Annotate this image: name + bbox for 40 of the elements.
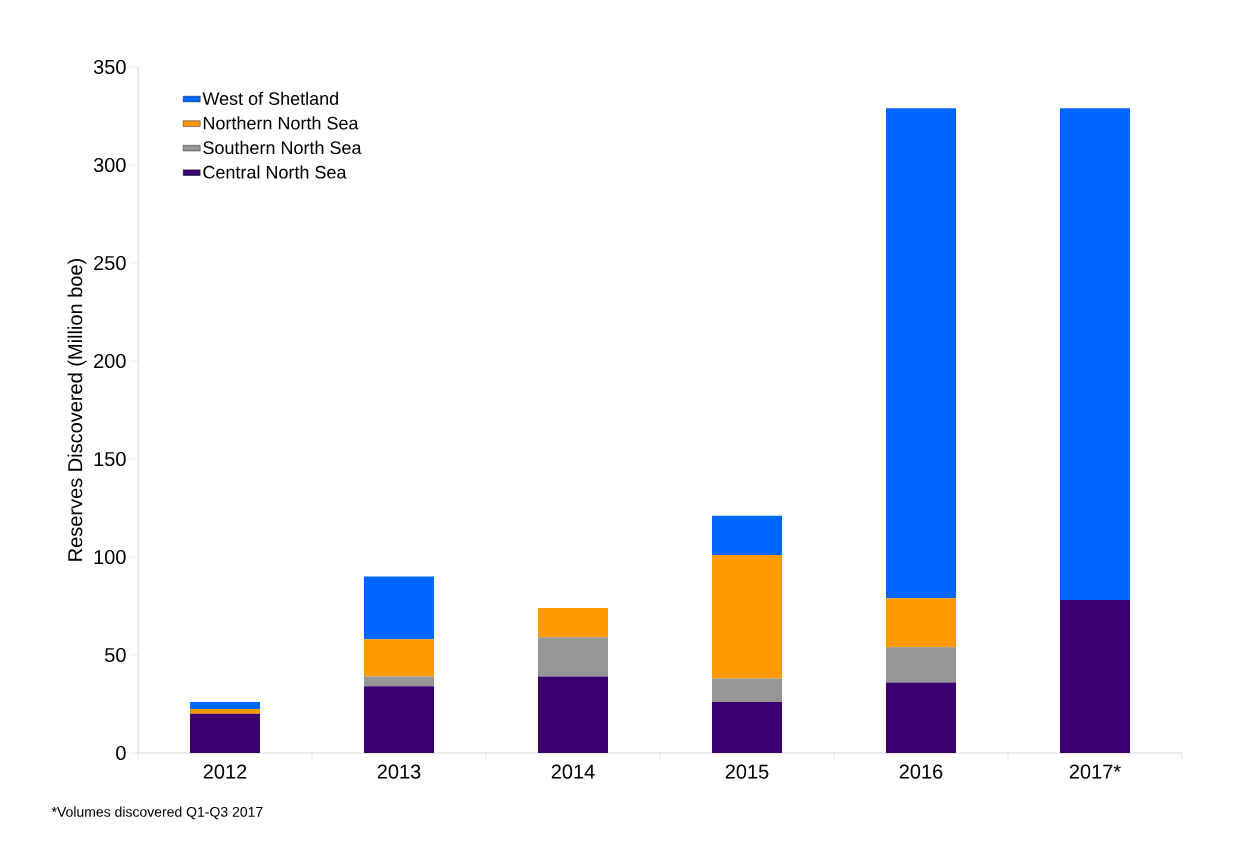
bar (711, 555, 782, 679)
bar (538, 637, 608, 677)
y-tick-label: 300 (93, 157, 126, 173)
bar (538, 676, 608, 753)
y-tick-label: 350 (93, 59, 126, 75)
y-tick-label: 200 (94, 353, 126, 369)
bar (711, 515, 782, 556)
bar (711, 678, 782, 703)
y-tick-label: 50 (105, 647, 126, 663)
bar (711, 702, 782, 753)
legend-label: West of Shetland (202, 91, 338, 105)
bar (538, 607, 608, 638)
x-tick-label: 2012 (203, 764, 247, 779)
y-tick-label: 100 (94, 549, 126, 565)
legend-label: Northern North Sea (203, 116, 359, 130)
x-tick-label: 2017* (1069, 764, 1121, 779)
y-tick-label: 150 (94, 451, 126, 467)
x-tick-label: 2014 (551, 764, 595, 779)
bar (190, 713, 260, 753)
bar (364, 686, 434, 753)
bar (1059, 108, 1130, 601)
legend-label: Southern North Sea (203, 140, 362, 155)
bar (886, 647, 956, 683)
bar (886, 682, 956, 753)
y-tick-label: 0 (116, 745, 126, 761)
bar (364, 576, 434, 640)
bar (190, 702, 260, 709)
bar (190, 708, 260, 714)
legend-label: Central North Sea (203, 165, 347, 179)
x-tick-label: 2015 (725, 764, 769, 779)
y-tick-label: 250 (94, 255, 126, 271)
bar (886, 108, 956, 599)
bar (364, 639, 434, 677)
bar (364, 676, 434, 687)
bar (886, 598, 956, 648)
x-tick-label: 2013 (377, 764, 421, 779)
y-axis-title: Reserves Discovered (Million boe) (67, 259, 87, 561)
x-tick-label: 2016 (899, 764, 943, 779)
bar (1059, 600, 1130, 753)
text: *Volumes discovered Q1-Q3 2017 (51, 806, 263, 820)
